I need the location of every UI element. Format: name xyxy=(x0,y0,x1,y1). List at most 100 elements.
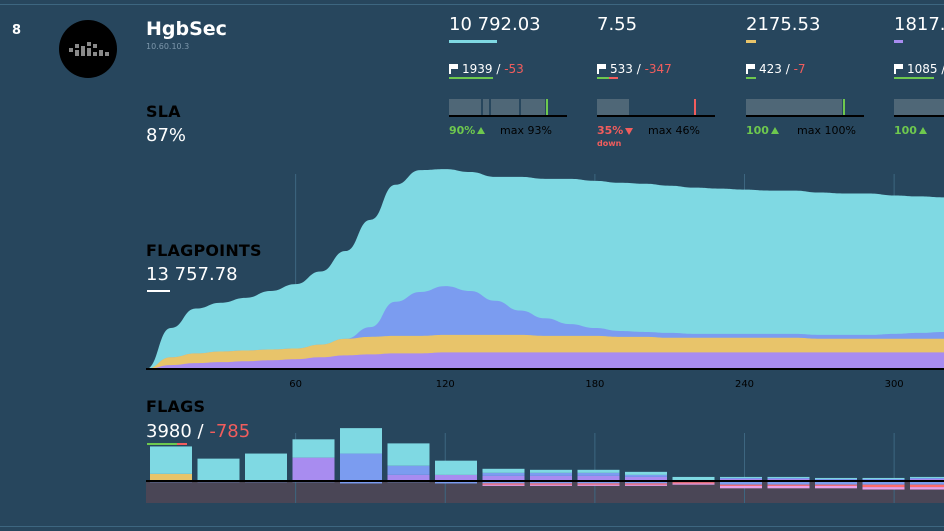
flags-bar xyxy=(530,475,572,481)
flags-bar xyxy=(435,460,477,475)
flags-bar xyxy=(625,471,667,475)
flags-loss-bar xyxy=(672,483,715,485)
area-x-tick-label: 60 xyxy=(289,379,302,390)
service-flags-captured: 1939 xyxy=(462,62,493,76)
area-x-tick-label: 180 xyxy=(585,379,604,390)
service-flags-lost: -7 xyxy=(793,62,806,76)
service-column: 7.55 533 / -347 35% down max 46% xyxy=(597,0,727,150)
flags-loss-bar xyxy=(910,481,944,485)
flags-loss-bar xyxy=(482,481,525,484)
flags-loss-bar xyxy=(340,481,382,484)
flags-underline-lost xyxy=(177,443,187,445)
team-logo-pixel-icon xyxy=(59,20,117,78)
flags-loss-bar xyxy=(910,487,944,490)
team-name[interactable]: HgbSec xyxy=(146,18,227,40)
flagpoints-label: FLAGPOINTS xyxy=(146,241,262,260)
flags-bar xyxy=(815,477,857,479)
flags-loss-bar xyxy=(530,484,572,486)
service-sla-baseline xyxy=(449,115,567,117)
flags-bar xyxy=(862,478,905,480)
flag-icon xyxy=(449,64,458,74)
flags-loss-bar xyxy=(530,481,572,484)
flags-loss-bar xyxy=(672,482,715,484)
team-rank: 8 xyxy=(12,23,22,38)
flags-lost: -785 xyxy=(209,421,251,442)
flag-icon xyxy=(746,64,755,74)
service-sla-pct: 90% xyxy=(449,124,486,137)
service-sla-max: max 46% xyxy=(648,124,700,137)
flags-bar xyxy=(530,472,572,476)
service-score-bar xyxy=(746,40,756,43)
service-flags: 533 / -347 xyxy=(597,62,672,76)
service-flags-captured-bar xyxy=(449,77,493,79)
service-flags-captured-bar xyxy=(746,77,756,79)
flags-bar xyxy=(150,473,192,481)
flags-bar xyxy=(292,439,335,458)
flags-bar xyxy=(910,476,944,478)
service-flags: 1085 / xyxy=(894,62,944,76)
flags-separator: / xyxy=(191,421,210,442)
service-score: 2175.53 xyxy=(746,14,821,35)
service-flags-lost-bar xyxy=(609,77,618,79)
flags-loss-bar xyxy=(482,484,525,486)
flags-bar xyxy=(482,468,525,473)
service-sla-down-label: down xyxy=(597,139,622,148)
service-flags-lost: -347 xyxy=(644,62,672,76)
flags-loss-bar xyxy=(815,484,857,486)
flags-bar xyxy=(767,476,810,478)
area-x-tick-label: 300 xyxy=(885,379,904,390)
service-column: 1817.7 1085 / 100 xyxy=(894,0,944,150)
flags-bar xyxy=(815,478,857,480)
flagpoints-value: 13 757.78 xyxy=(146,264,238,285)
flags-bar xyxy=(435,474,477,481)
flags-loss-bar xyxy=(767,485,810,489)
flags-loss-bar xyxy=(767,481,810,485)
flags-bar xyxy=(767,478,810,480)
flags-loss-bar xyxy=(815,485,857,489)
area-x-tick-label: 120 xyxy=(436,379,455,390)
flags-bar xyxy=(530,469,572,473)
flags-loss-bar xyxy=(625,481,667,484)
flags-bar xyxy=(862,477,905,479)
flags-loss-bar xyxy=(910,484,944,488)
service-score-bar xyxy=(894,40,903,43)
flags-loss-bar xyxy=(577,484,620,486)
service-flags: 1939 / -53 xyxy=(449,62,524,76)
top-divider xyxy=(0,4,944,5)
service-flags-lost: -53 xyxy=(504,62,524,76)
flags-loss-bar xyxy=(815,481,857,485)
flags-loss-bar xyxy=(625,483,667,485)
area-series xyxy=(146,352,944,369)
service-flags-captured: 533 xyxy=(610,62,633,76)
sla-value: 87% xyxy=(146,125,187,146)
service-sla-baseline xyxy=(894,115,944,117)
service-flags-captured: 1085 xyxy=(907,62,938,76)
flags-underline-captured xyxy=(147,443,177,445)
flags-bar xyxy=(340,428,382,454)
flag-icon xyxy=(597,64,606,74)
service-sla-history xyxy=(746,99,864,115)
service-flags-captured-bar xyxy=(894,77,934,79)
flags-loss-bar xyxy=(530,483,572,485)
service-score: 7.55 xyxy=(597,14,638,35)
service-score-bar xyxy=(449,40,497,43)
service-score: 10 792.03 xyxy=(449,14,541,35)
service-score: 1817.7 xyxy=(894,14,944,35)
service-flags-captured-bar xyxy=(597,77,609,79)
flags-loss-bar xyxy=(577,481,620,484)
flags-loss-bar xyxy=(577,483,620,485)
service-column: 10 792.03 1939 / -53 90% max 93% xyxy=(449,0,579,150)
arrow-up-icon xyxy=(770,127,779,134)
flags-bar xyxy=(387,465,430,475)
flags-bar xyxy=(577,472,620,476)
flags-loss-bar xyxy=(720,484,762,486)
area-x-tick-label: 240 xyxy=(735,379,754,390)
service-flags-captured: 423 xyxy=(759,62,782,76)
service-sla-history xyxy=(597,99,715,115)
flags-bar xyxy=(577,469,620,473)
service-sla-max: max 93% xyxy=(500,124,552,137)
flags-loss-bar xyxy=(625,484,667,486)
flags-bar xyxy=(910,477,944,479)
arrow-down-icon xyxy=(625,128,634,135)
service-sla-pct: 100 xyxy=(746,124,779,137)
